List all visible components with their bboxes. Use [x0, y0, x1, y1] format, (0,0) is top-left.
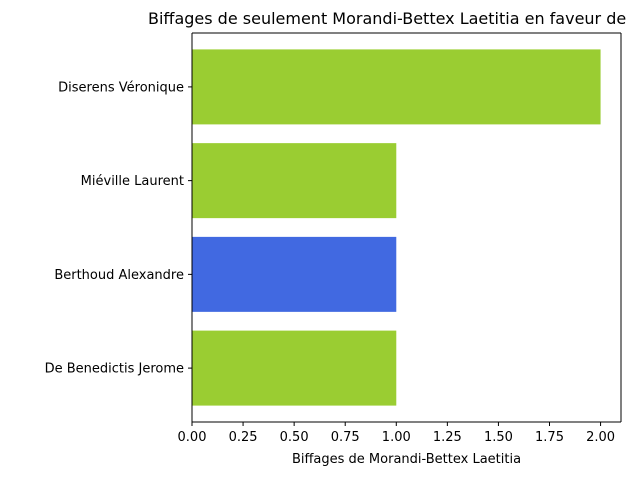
- chart-title: Biffages de seulement Morandi-Bettex Lae…: [148, 9, 626, 28]
- y-tick-label-2: Berthoud Alexandre: [54, 268, 184, 283]
- y-tick-label-3: De Benedictis Jerome: [45, 362, 184, 377]
- y-tick-labels: Diserens Véronique Miéville Laurent Bertho…: [45, 80, 192, 377]
- y-tick-label-0: Diserens Véronique: [58, 80, 184, 95]
- bar-1: [192, 143, 397, 219]
- x-tick-label-3: 0.75: [331, 430, 360, 445]
- bars-group: [192, 49, 601, 406]
- x-tick-label-2: 0.50: [280, 430, 309, 445]
- x-tick-label-7: 1.75: [535, 430, 564, 445]
- x-tick-label-0: 0.00: [178, 430, 207, 445]
- x-tick-label-6: 1.50: [484, 430, 513, 445]
- axes-frame: [191, 32, 622, 423]
- bar-0: [192, 49, 601, 125]
- x-ticks: 0.00 0.25 0.50 0.75 1.00 1.25 1.50 1.75 2.00: [178, 422, 615, 445]
- bar-3: [192, 330, 397, 406]
- x-tick-label-4: 1.00: [382, 430, 411, 445]
- bar-2: [192, 236, 397, 312]
- x-axis-label: Biffages de Morandi-Bettex Laetitia: [292, 452, 521, 467]
- x-tick-label-1: 0.25: [229, 430, 258, 445]
- y-tick-label-1: Miéville Laurent: [81, 174, 184, 189]
- x-tick-label-5: 1.25: [433, 430, 462, 445]
- x-tick-label-8: 2.00: [586, 430, 615, 445]
